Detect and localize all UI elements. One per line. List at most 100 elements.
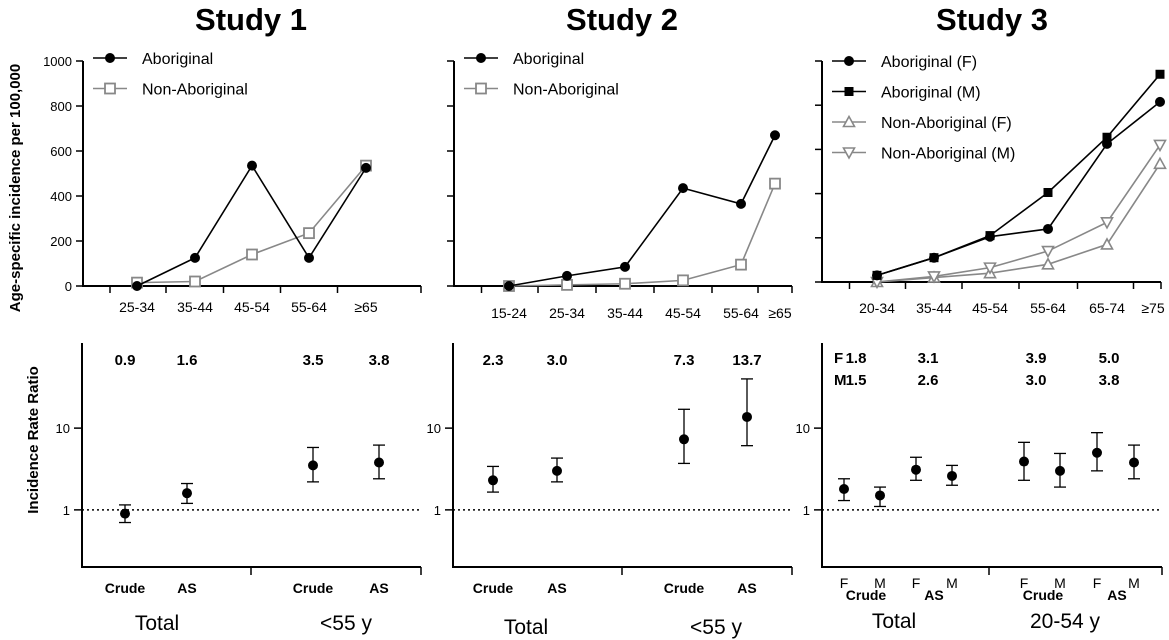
series-line bbox=[136, 165, 367, 284]
x-category-label: AS bbox=[1107, 587, 1126, 603]
data-point bbox=[1153, 139, 1167, 153]
group-label: Total bbox=[504, 616, 548, 639]
data-point bbox=[929, 253, 939, 263]
series-line bbox=[876, 163, 1161, 283]
x-tick-label: 65-74 bbox=[1089, 300, 1125, 316]
y-tick-label: 200 bbox=[50, 234, 72, 249]
ratio-label: 2.3 bbox=[483, 352, 504, 369]
x-tick-label: 35-44 bbox=[916, 300, 952, 316]
data-point bbox=[985, 231, 995, 241]
row-label: M bbox=[834, 372, 847, 389]
x-tick-label: 15-24 bbox=[491, 305, 527, 321]
x-category-label: Crude bbox=[293, 580, 334, 596]
x-category-label: AS bbox=[547, 580, 566, 596]
data-point bbox=[189, 275, 201, 288]
x-category-label: Crude bbox=[846, 587, 887, 603]
x-category-label: Crude bbox=[473, 580, 514, 596]
legend-label: Non-Aboriginal bbox=[513, 82, 619, 99]
legend-marker bbox=[476, 53, 486, 63]
ratio-label: 3.0 bbox=[547, 352, 568, 369]
y-axis-title: Age-specific incidence per 100,000 bbox=[7, 64, 24, 312]
x-tick-label: ≥65 bbox=[354, 299, 377, 315]
study-title: Study 1 bbox=[195, 2, 307, 37]
data-point bbox=[769, 177, 781, 190]
x-tick-label: 55-64 bbox=[291, 299, 327, 315]
data-point bbox=[246, 248, 258, 261]
group-label: <55 y bbox=[690, 616, 742, 639]
data-point bbox=[488, 475, 498, 486]
data-point bbox=[1019, 456, 1029, 467]
y-tick-label: 0 bbox=[65, 279, 72, 294]
legend-marker bbox=[105, 53, 115, 63]
data-point bbox=[561, 278, 573, 291]
series-line bbox=[876, 144, 1161, 283]
data-point bbox=[742, 411, 752, 422]
data-point bbox=[504, 281, 514, 291]
legend-label: Aboriginal bbox=[142, 51, 213, 68]
group-label: <55 y bbox=[320, 612, 372, 635]
study-title: Study 3 bbox=[936, 2, 1048, 37]
ratio-label: 1.6 bbox=[177, 352, 198, 369]
x-tick-label: ≥75 bbox=[1141, 300, 1164, 316]
sex-label: F bbox=[840, 575, 849, 591]
data-point bbox=[374, 457, 384, 468]
data-point bbox=[1102, 132, 1112, 142]
x-category-label: AS bbox=[177, 580, 196, 596]
data-point bbox=[927, 271, 941, 284]
data-point bbox=[562, 270, 572, 281]
data-point bbox=[552, 465, 562, 476]
ratio-label: 3.9 bbox=[1026, 350, 1047, 367]
sex-label: M bbox=[946, 575, 958, 591]
group-label: 20-54 y bbox=[1030, 610, 1101, 633]
data-point bbox=[1100, 217, 1114, 230]
sex-label: M bbox=[1054, 575, 1066, 591]
data-point bbox=[911, 464, 921, 475]
y-tick-label: 1 bbox=[434, 503, 441, 518]
ratio-label: 3.5 bbox=[303, 352, 324, 369]
legend-marker bbox=[475, 82, 487, 95]
legend-marker bbox=[842, 114, 856, 128]
legend-marker bbox=[844, 56, 854, 66]
x-tick-label: 25-34 bbox=[119, 299, 155, 315]
data-point bbox=[620, 261, 630, 272]
y-tick-label: 10 bbox=[796, 421, 810, 436]
y-tick-label: 600 bbox=[50, 144, 72, 159]
data-point bbox=[190, 252, 200, 263]
legend-label: Aboriginal bbox=[513, 51, 584, 68]
x-tick-label: 20-34 bbox=[859, 300, 895, 316]
data-point bbox=[308, 460, 318, 471]
y-tick-label: 1000 bbox=[43, 54, 72, 69]
data-point bbox=[1055, 465, 1065, 476]
data-point bbox=[947, 470, 957, 481]
data-point bbox=[303, 227, 315, 240]
study-title: Study 2 bbox=[566, 2, 678, 37]
x-category-label: Crude bbox=[664, 580, 705, 596]
data-point bbox=[983, 262, 997, 275]
y-axis-title: Incidence Rate Ratio bbox=[25, 366, 42, 514]
legend-label: Non-Aboriginal bbox=[142, 82, 248, 99]
x-category-label: AS bbox=[924, 587, 943, 603]
data-point bbox=[677, 274, 689, 287]
x-tick-label: 45-54 bbox=[665, 305, 701, 321]
ratio-label: 3.8 bbox=[369, 352, 390, 369]
data-point bbox=[132, 281, 142, 291]
y-tick-label: 1 bbox=[803, 503, 810, 518]
ratio-label: 1.8 bbox=[846, 350, 867, 367]
y-tick-label: 400 bbox=[50, 189, 72, 204]
data-point bbox=[678, 183, 688, 194]
x-tick-label: 55-64 bbox=[1030, 300, 1066, 316]
y-tick-label: 10 bbox=[56, 421, 70, 436]
ratio-label: 3.8 bbox=[1099, 372, 1120, 389]
legend-label: Aboriginal (M) bbox=[881, 85, 981, 102]
series-line bbox=[136, 164, 367, 287]
ratio-label: 0.9 bbox=[115, 352, 136, 369]
data-point bbox=[1155, 96, 1165, 107]
x-category-label: Crude bbox=[105, 580, 146, 596]
data-point bbox=[304, 252, 314, 263]
x-tick-label: 25-34 bbox=[549, 305, 585, 321]
data-point bbox=[1155, 69, 1165, 79]
data-point bbox=[1129, 457, 1139, 468]
data-point bbox=[1100, 237, 1114, 250]
data-point bbox=[875, 490, 885, 501]
x-tick-label: 55-64 bbox=[723, 305, 759, 321]
